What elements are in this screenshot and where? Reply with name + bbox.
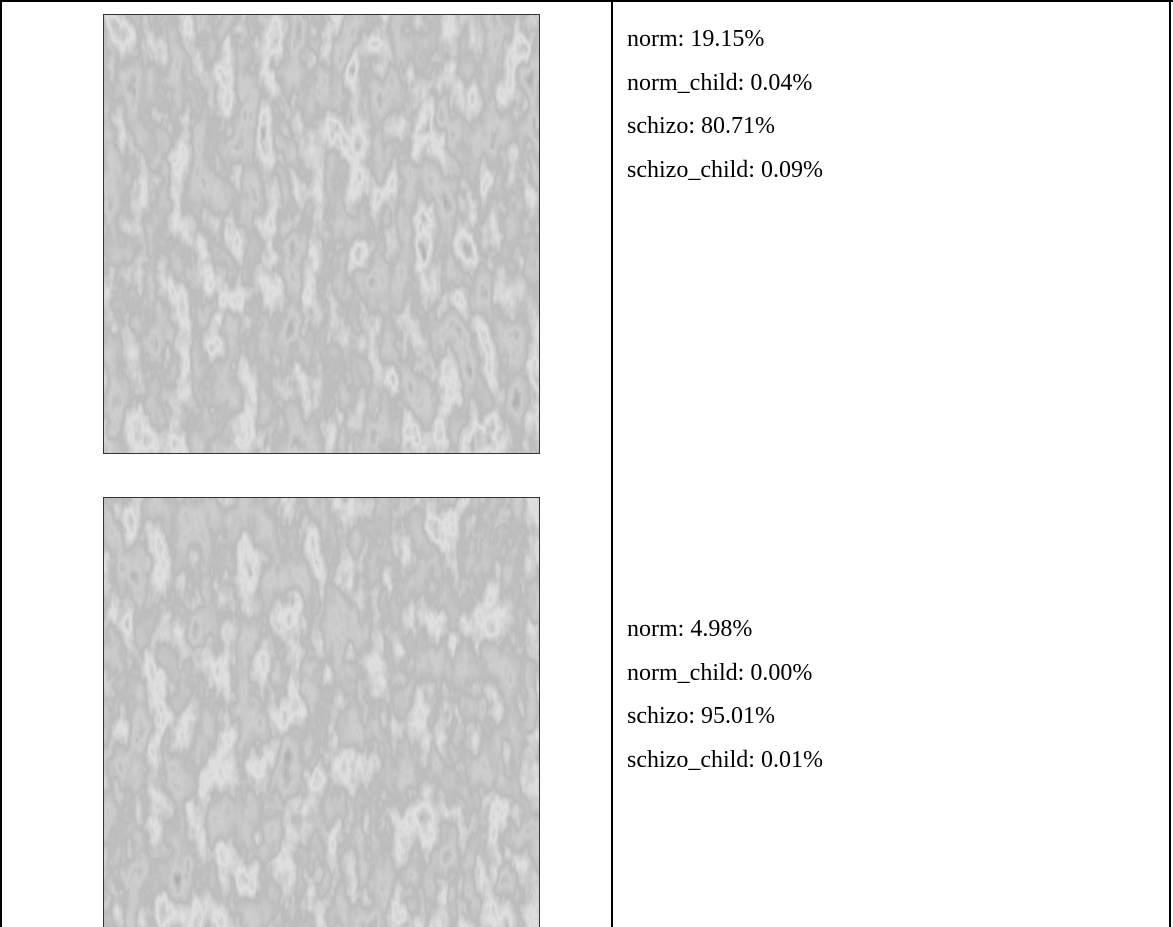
table-border-top [0,0,1173,2]
table-column-divider [611,0,613,927]
result-line: schizo: 95.01% [627,695,823,739]
result-line: norm: 19.15% [627,18,823,62]
result-line: norm_child: 0.04% [627,62,823,106]
result-line: schizo: 80.71% [627,105,823,149]
result-line: schizo_child: 0.01% [627,739,823,783]
page: norm: 19.15% norm_child: 0.04% schizo: 8… [0,0,1173,927]
result-line: norm: 4.98% [627,608,823,652]
table-border-left [0,0,2,927]
result-text: norm: 19.15% norm_child: 0.04% schizo: 8… [627,18,823,193]
texture-image [103,497,540,927]
result-line: schizo_child: 0.09% [627,149,823,193]
result-text: norm: 4.98% norm_child: 0.00% schizo: 95… [627,608,823,783]
table-border-right [1169,0,1171,927]
result-line: norm_child: 0.00% [627,652,823,696]
texture-image [103,14,540,454]
